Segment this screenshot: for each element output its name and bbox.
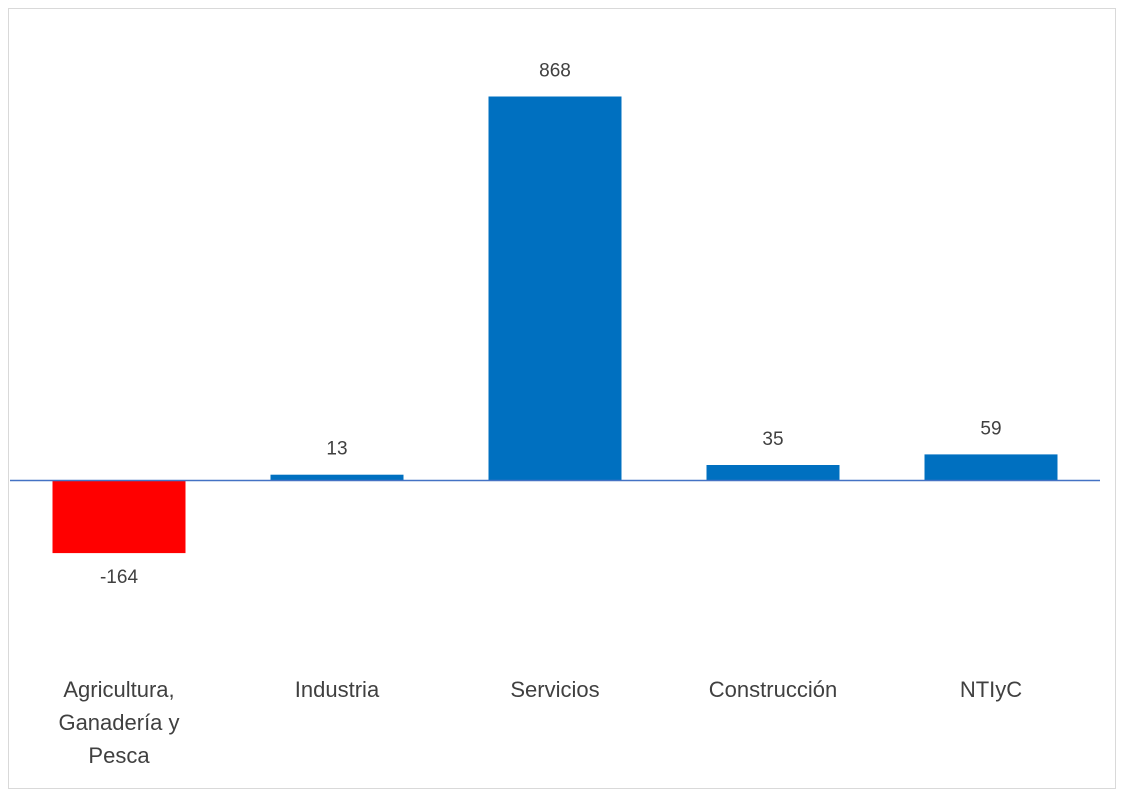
category-label-0-2: Pesca: [88, 743, 150, 768]
bar-4: [924, 454, 1058, 481]
category-label-0-1: Ganadería y: [58, 710, 179, 735]
category-label-4-0: NTIyC: [960, 677, 1022, 702]
bar-3: [706, 465, 840, 481]
category-label-2-0: Servicios: [510, 677, 599, 702]
data-label-3: 35: [762, 429, 783, 450]
data-label-1: 13: [326, 439, 347, 460]
category-label-3-0: Construcción: [709, 677, 837, 702]
data-label-0: -164: [100, 567, 138, 588]
data-label-4: 59: [980, 418, 1001, 439]
data-label-2: 868: [539, 61, 571, 82]
category-label-1-0: Industria: [295, 677, 380, 702]
bar-2: [488, 96, 622, 481]
bar-1: [270, 474, 404, 481]
bar-0: [52, 480, 186, 554]
category-label-0-0: Agricultura,: [63, 677, 174, 702]
